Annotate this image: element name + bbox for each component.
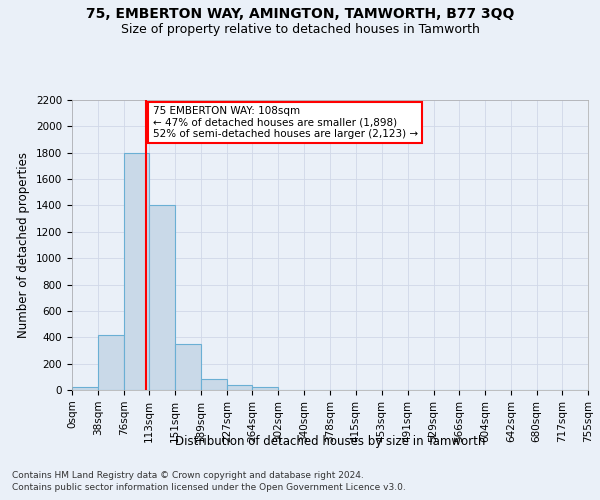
- Bar: [227, 386, 253, 390]
- Text: Distribution of detached houses by size in Tamworth: Distribution of detached houses by size …: [175, 435, 485, 448]
- Bar: [98, 334, 124, 390]
- Bar: [253, 388, 278, 390]
- Bar: [175, 344, 201, 390]
- Text: 75, EMBERTON WAY, AMINGTON, TAMWORTH, B77 3QQ: 75, EMBERTON WAY, AMINGTON, TAMWORTH, B7…: [86, 8, 514, 22]
- Text: 75 EMBERTON WAY: 108sqm
← 47% of detached houses are smaller (1,898)
52% of semi: 75 EMBERTON WAY: 108sqm ← 47% of detache…: [152, 106, 418, 139]
- Text: Contains HM Land Registry data © Crown copyright and database right 2024.: Contains HM Land Registry data © Crown c…: [12, 471, 364, 480]
- Bar: [124, 152, 149, 390]
- Text: Contains public sector information licensed under the Open Government Licence v3: Contains public sector information licen…: [12, 484, 406, 492]
- Y-axis label: Number of detached properties: Number of detached properties: [17, 152, 31, 338]
- Bar: [149, 206, 175, 390]
- Text: Size of property relative to detached houses in Tamworth: Size of property relative to detached ho…: [121, 22, 479, 36]
- Bar: [201, 380, 227, 390]
- Bar: [72, 388, 98, 390]
